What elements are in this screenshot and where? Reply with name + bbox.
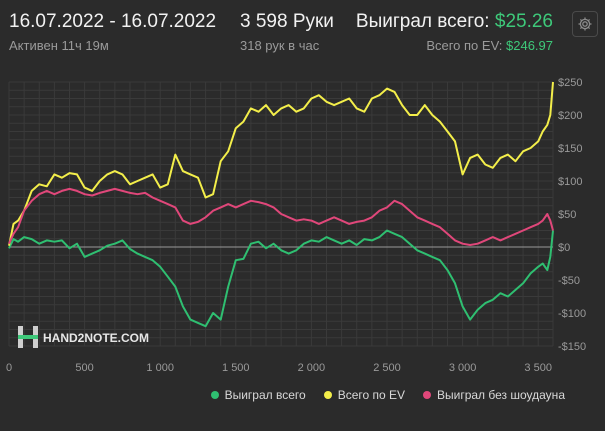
date-range: 16.07.2022 - 16.07.2022 xyxy=(9,11,217,32)
y-tick-label: $100 xyxy=(558,176,582,188)
legend-label-ev: Всего по EV xyxy=(337,388,405,402)
y-tick-label: $250 xyxy=(558,77,582,89)
series-line-won xyxy=(8,229,554,328)
series xyxy=(8,81,554,328)
y-tick-label: -$50 xyxy=(558,275,580,287)
legend-dot-ev xyxy=(323,391,332,399)
x-tick-label: 3 000 xyxy=(449,362,477,374)
hands-count: 3 598 Руки xyxy=(240,11,334,32)
watermark: HAND2NOTE.COM xyxy=(18,326,149,348)
ev-total-label: Всего по EV: xyxy=(426,38,503,53)
legend-item-ev[interactable]: Всего по EV xyxy=(323,388,405,402)
y-axis: $250 $200 $150 $100 $50 $0 -$50 -$100 -$150 xyxy=(558,77,586,353)
y-tick-label: $150 xyxy=(558,143,582,155)
x-tick-label: 1 500 xyxy=(222,362,250,374)
x-tick-label: 2 500 xyxy=(373,362,401,374)
y-tick-label: -$100 xyxy=(558,308,586,320)
x-tick-label: 2 000 xyxy=(298,362,326,374)
series-line-ev xyxy=(8,81,554,246)
legend-dot-won xyxy=(210,391,219,399)
legend-label-won: Выиграл всего xyxy=(224,388,306,402)
y-tick-label: -$150 xyxy=(558,341,586,353)
won-total-value: $25.26 xyxy=(494,11,553,32)
legend-item-won[interactable]: Выиграл всего xyxy=(210,388,306,402)
settings-button[interactable] xyxy=(572,11,598,37)
x-tick-label: 0 xyxy=(6,362,12,374)
y-tick-label: $0 xyxy=(558,242,570,254)
hands-rate: 318 рук в час xyxy=(240,38,320,53)
y-tick-label: $50 xyxy=(558,209,576,221)
x-tick-label: 500 xyxy=(75,362,93,374)
h2n-logo-icon xyxy=(18,326,38,348)
gear-icon xyxy=(578,17,592,31)
watermark-text: HAND2NOTE.COM xyxy=(43,331,149,345)
series-line-noshowdown xyxy=(8,187,554,246)
legend: Выиграл всего Всего по EV Выиграл без шо… xyxy=(175,388,565,402)
x-axis: 0 500 1 000 1 500 2 000 2 500 3 000 3 500 xyxy=(6,362,552,374)
won-total: Выиграл всего: $25.26 xyxy=(356,11,553,33)
legend-item-noshowdown[interactable]: Выиграл без шоудауна xyxy=(423,388,565,402)
legend-dot-noshowdown xyxy=(423,391,431,399)
y-tick-label: $200 xyxy=(558,110,582,122)
ev-total-value: $246.97 xyxy=(506,38,553,53)
active-time: Активен 11ч 19м xyxy=(9,38,109,53)
legend-label-noshowdown: Выиграл без шоудауна xyxy=(437,388,565,402)
won-total-label: Выиграл всего: xyxy=(355,11,490,32)
x-tick-label: 1 000 xyxy=(146,362,174,374)
x-tick-label: 3 500 xyxy=(524,362,552,374)
ev-total: Всего по EV: $246.97 xyxy=(426,38,553,53)
grid xyxy=(8,81,554,347)
